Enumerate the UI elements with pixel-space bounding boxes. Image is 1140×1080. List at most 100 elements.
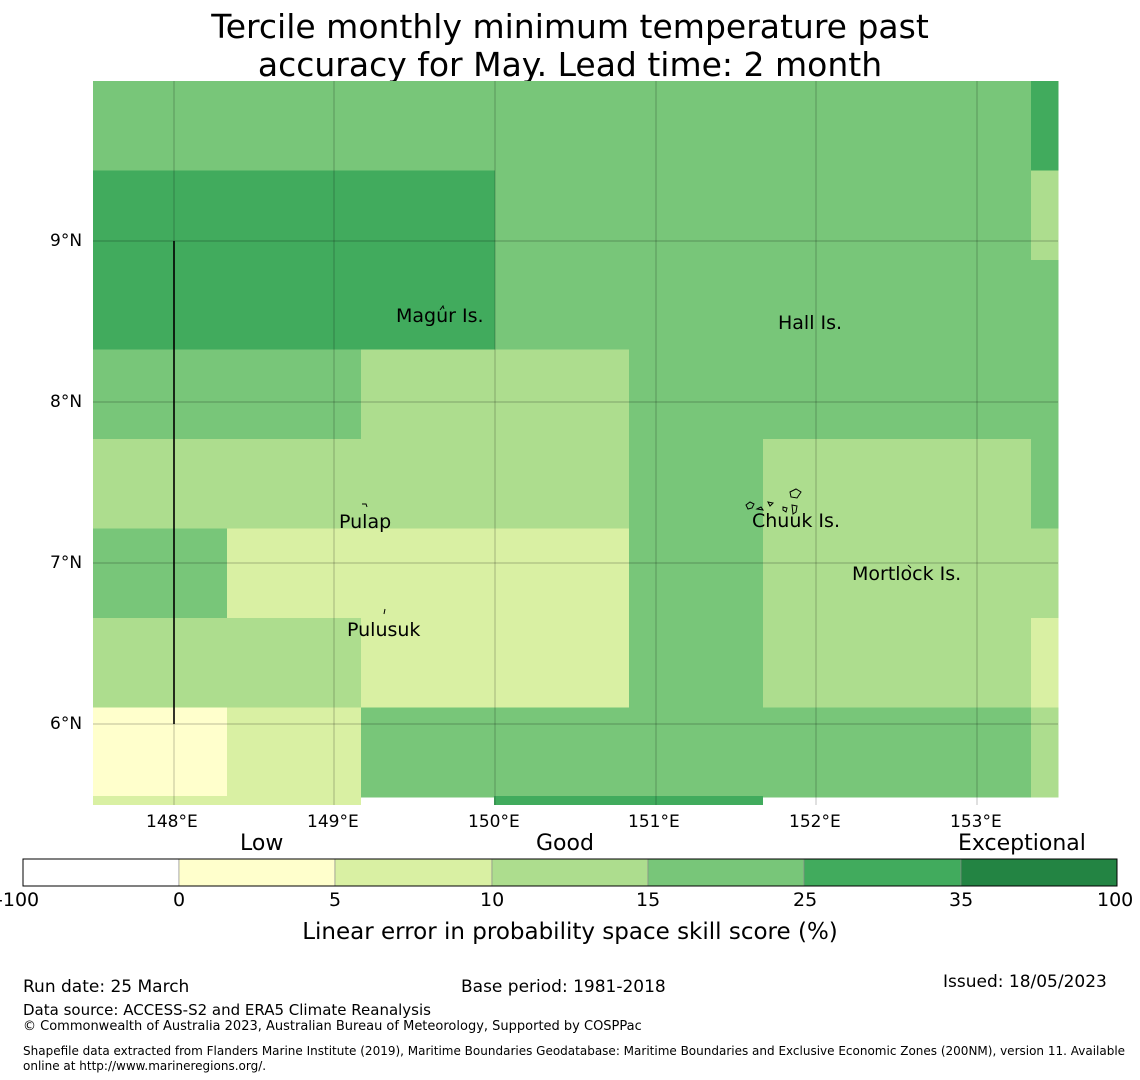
lon-tick-149: 149°E bbox=[307, 812, 359, 832]
legend-tick: 100 bbox=[1097, 889, 1134, 911]
lon-tick-150: 150°E bbox=[468, 812, 520, 832]
grid-cell bbox=[629, 528, 764, 619]
grid-cell bbox=[227, 81, 362, 171]
grid-cell bbox=[897, 439, 1032, 529]
colorbar-swatch bbox=[960, 858, 1118, 887]
magur-island-shape bbox=[439, 304, 445, 311]
grid-cell bbox=[227, 260, 362, 350]
grid-cell bbox=[629, 349, 764, 440]
grid-cell bbox=[763, 260, 898, 350]
legend-tick: 25 bbox=[793, 889, 818, 911]
grid-cell bbox=[361, 528, 496, 619]
lon-tick-152: 152°E bbox=[789, 812, 841, 832]
grid-cell bbox=[93, 349, 228, 440]
grid-cell bbox=[1031, 260, 1059, 350]
grid-cell bbox=[495, 528, 630, 619]
grid-cell bbox=[629, 170, 764, 261]
island-outlines bbox=[362, 304, 912, 615]
grid-cell bbox=[495, 707, 630, 798]
grid-cell bbox=[361, 81, 496, 171]
grid-cell bbox=[1031, 618, 1059, 708]
grid-cell bbox=[361, 349, 496, 440]
grid-cell bbox=[227, 170, 362, 261]
shapefile-credit: Shapefile data extracted from Flanders M… bbox=[23, 1044, 1126, 1073]
grid-cell bbox=[495, 260, 630, 350]
base-period: Base period: 1981-2018 bbox=[461, 977, 666, 997]
data-source: Data source: ACCESS-S2 and ERA5 Climate … bbox=[23, 1001, 431, 1019]
grid-cell bbox=[495, 81, 630, 171]
label-mortlock-is: Mortlock Is. bbox=[852, 563, 962, 585]
grid-cell bbox=[227, 439, 362, 529]
issued-date: Issued: 18/05/2023 bbox=[943, 972, 1107, 992]
copyright: © Commonwealth of Australia 2023, Austra… bbox=[23, 1019, 642, 1034]
grid-cell bbox=[763, 170, 898, 261]
grid-cell bbox=[763, 349, 898, 440]
grid-cell bbox=[897, 618, 1032, 708]
pulusuk-island-shape bbox=[383, 608, 386, 615]
lat-tick-8: 8°N bbox=[50, 392, 83, 412]
legend-tick: 5 bbox=[329, 889, 342, 911]
grid-cell bbox=[361, 170, 496, 261]
mortlock-island-shape bbox=[907, 564, 912, 569]
grid-cell bbox=[763, 528, 898, 619]
grid-cell bbox=[495, 439, 630, 529]
grid-cell bbox=[227, 618, 362, 708]
colorbar-swatch bbox=[647, 858, 805, 887]
title-line-2: accuracy for May. Lead time: 2 month bbox=[257, 45, 883, 84]
grid-cell bbox=[1031, 349, 1059, 440]
label-pulusuk: Pulusuk bbox=[347, 619, 421, 641]
grid-cell bbox=[93, 81, 228, 171]
chuuk-island-shape bbox=[745, 488, 802, 515]
map-figure bbox=[22, 81, 1118, 887]
run-date: Run date: 25 March bbox=[23, 977, 190, 997]
colorbar-swatch bbox=[334, 858, 493, 887]
label-magur-is: Magur Is. bbox=[396, 305, 484, 327]
label-pulap: Pulap bbox=[339, 511, 392, 533]
colorbar-frame bbox=[22, 858, 1118, 887]
grid-cell bbox=[495, 618, 630, 708]
grid-cell bbox=[361, 707, 496, 798]
legend-tick: 35 bbox=[949, 889, 974, 911]
grid-cell bbox=[1031, 528, 1059, 619]
grid-cell bbox=[1031, 439, 1059, 529]
grid-cell bbox=[763, 81, 898, 171]
legend-category-low: Low bbox=[240, 831, 284, 856]
legend-category-exceptional: Exceptional bbox=[958, 831, 1086, 856]
grid-cell bbox=[1031, 170, 1059, 261]
grid-cell bbox=[897, 349, 1032, 440]
colorbar-swatch bbox=[178, 858, 336, 887]
grid-cell bbox=[93, 260, 228, 350]
grid-cell bbox=[1031, 81, 1059, 171]
grid-cell bbox=[93, 707, 228, 798]
legend-tick: -100 bbox=[0, 889, 40, 911]
grid-cell bbox=[897, 528, 1032, 619]
lat-tick-7: 7°N bbox=[50, 553, 83, 573]
grid-cell bbox=[897, 170, 1032, 261]
grid-cell bbox=[1031, 707, 1059, 798]
grid-cell bbox=[361, 439, 496, 529]
legend-tick: 15 bbox=[636, 889, 661, 911]
grid-cell bbox=[763, 618, 898, 708]
grid-cell bbox=[93, 528, 228, 619]
grid-cell bbox=[629, 260, 764, 350]
legend-tick: 0 bbox=[173, 889, 186, 911]
grid-cell bbox=[361, 618, 496, 708]
legend-tick: 10 bbox=[480, 889, 505, 911]
colorbar-swatch bbox=[803, 858, 962, 887]
pulap-island-shape bbox=[362, 503, 368, 508]
grid-cell bbox=[897, 81, 1032, 171]
grid-cell bbox=[495, 170, 630, 261]
grid-cell bbox=[227, 349, 362, 440]
grid-cell bbox=[629, 81, 764, 171]
grid-cell bbox=[93, 618, 228, 708]
legend-category-good: Good bbox=[536, 831, 594, 856]
grid-cell bbox=[227, 528, 362, 619]
grid-cell bbox=[629, 439, 764, 529]
grid-cell bbox=[495, 349, 630, 440]
grid-cell bbox=[227, 707, 362, 798]
label-hall-is: Hall Is. bbox=[778, 312, 843, 334]
lat-tick-9: 9°N bbox=[50, 231, 83, 251]
colorbar bbox=[22, 858, 1118, 887]
lon-tick-153: 153°E bbox=[950, 812, 1002, 832]
grid-cell-strip bbox=[93, 796, 361, 805]
